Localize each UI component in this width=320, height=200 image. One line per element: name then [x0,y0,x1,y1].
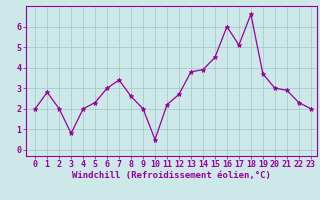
X-axis label: Windchill (Refroidissement éolien,°C): Windchill (Refroidissement éolien,°C) [72,171,271,180]
